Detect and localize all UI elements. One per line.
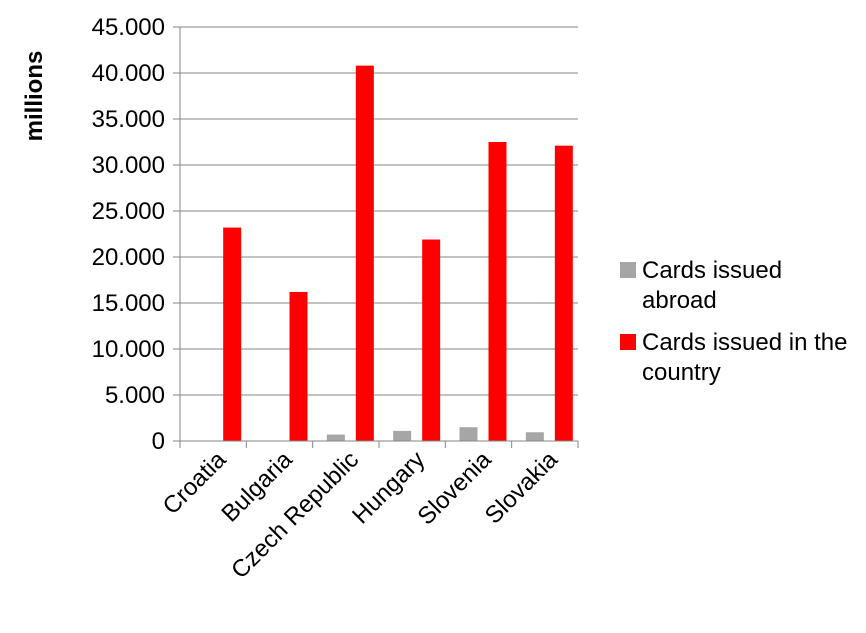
- bar-country-hungary: [422, 239, 441, 441]
- y-tick-label: 35.000: [92, 106, 165, 133]
- bar-country-bulgaria: [289, 291, 308, 441]
- bar-country-czech-republic: [355, 65, 374, 441]
- y-tick-label: 25.000: [92, 198, 165, 225]
- y-tick-label: 0: [152, 428, 165, 455]
- y-tick-label: 10.000: [92, 336, 165, 363]
- bars: [223, 65, 573, 441]
- bar-abroad-hungary: [393, 430, 412, 441]
- legend: Cards issued abroad Cards issued in the …: [620, 256, 866, 400]
- bar-abroad-czech-republic: [326, 434, 345, 441]
- y-axis-title: millions: [21, 51, 48, 142]
- axes: [179, 27, 579, 448]
- bar-abroad-slovenia: [459, 427, 478, 441]
- gridlines: [173, 26, 578, 442]
- y-tick-label: 20.000: [92, 244, 165, 271]
- y-axis-tick-labels: 0 5.000 10.000 15.000 20.000 25.000 30.000 35.0…: [92, 14, 165, 455]
- bar-abroad-slovakia: [525, 432, 544, 441]
- x-category-label: Slovenia: [413, 446, 498, 531]
- bar-country-slovenia: [488, 142, 507, 441]
- bar-country-croatia: [223, 227, 242, 441]
- y-tick-label: 40.000: [92, 60, 165, 87]
- legend-label-abroad: Cards issued abroad: [642, 257, 783, 314]
- y-tick-label: 5.000: [105, 382, 165, 409]
- legend-item-country: Cards issued in the country: [620, 328, 866, 388]
- legend-label-country: Cards issued in the country: [642, 329, 848, 386]
- x-category-label: Slovakia: [480, 446, 564, 530]
- legend-swatch-country: [620, 334, 636, 350]
- legend-item-abroad: Cards issued abroad: [620, 256, 866, 316]
- bar-country-slovakia: [554, 145, 573, 441]
- y-tick-label: 15.000: [92, 290, 165, 317]
- legend-swatch-abroad: [620, 262, 636, 278]
- y-tick-label: 30.000: [92, 152, 165, 179]
- y-tick-label: 45.000: [92, 14, 165, 41]
